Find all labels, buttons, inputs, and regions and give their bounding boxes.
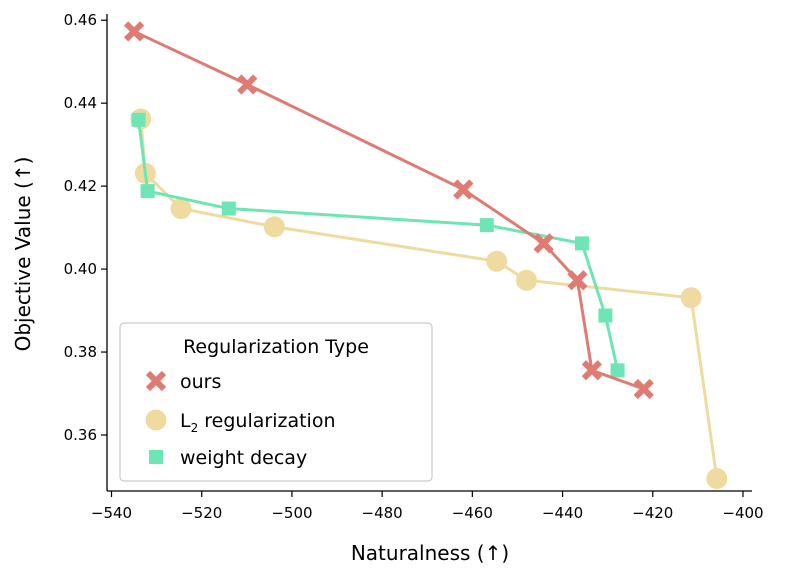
y-tick-label: 0.38 (64, 343, 97, 361)
legend-marker-weight-decay (149, 450, 163, 464)
y-axis-title: Objective Value (↑) (11, 157, 35, 352)
y-tick-label: 0.46 (64, 11, 97, 29)
x-axis-title: Naturalness (↑) (351, 541, 509, 565)
data-point-weight-decay (140, 184, 155, 199)
data-point-ours (581, 360, 602, 381)
data-point-ours (567, 270, 588, 291)
data-point-l2-regularization (486, 250, 508, 272)
legend-symbol (149, 450, 163, 464)
data-point-ours (237, 74, 258, 95)
data-point-ours (123, 21, 145, 42)
data-point-ours (533, 233, 554, 254)
data-point-weight-decay (131, 112, 146, 127)
x-tick-label: −520 (181, 504, 222, 522)
y-tick-label: 0.40 (64, 260, 97, 278)
x-tick-label: −440 (542, 504, 583, 522)
data-point-weight-decay (574, 236, 589, 251)
series-weight-decay (131, 112, 625, 378)
data-point-weight-decay (479, 218, 494, 233)
series-layer (123, 21, 728, 490)
legend: Regularization Type ours L2 regularizati… (119, 322, 433, 482)
series-l2-regularization (130, 108, 728, 490)
data-point-weight-decay (221, 201, 236, 216)
data-point-l2-regularization (515, 269, 537, 291)
x-tick-label: −540 (91, 504, 132, 522)
x-tick-label: −480 (362, 504, 403, 522)
legend-symbol (145, 409, 167, 431)
axes: −540 −520 −500 −480 −460 −440 −420 −400 0.360.3… (64, 11, 764, 522)
x-tick-label: −400 (722, 504, 763, 522)
data-point-ours (453, 179, 474, 200)
y-ticks: 0.36 0.38 0.40 0.42 0.44 0.46 (64, 11, 107, 444)
x-tick-label: −420 (632, 504, 673, 522)
data-point-l2-regularization (680, 287, 702, 309)
data-point-l2-regularization (263, 216, 285, 238)
legend-item-weight-decay: weight decay (149, 447, 307, 469)
x-tick-label: −460 (452, 504, 493, 522)
data-point-weight-decay (598, 308, 613, 323)
legend-label-ours: ours (180, 371, 221, 393)
legend-item-l2-regularization: L2 regularization (145, 409, 335, 435)
legend-symbol (145, 370, 167, 392)
legend-item-ours: ours (145, 370, 221, 393)
data-point-l2-regularization (170, 198, 192, 220)
data-point-ours (633, 378, 654, 400)
legend-marker-ours (145, 370, 167, 392)
legend-marker-l2-regularization (145, 409, 167, 431)
data-point-weight-decay (610, 363, 625, 378)
x-ticks: −540 −520 −500 −480 −460 −440 −420 −400 (91, 491, 764, 522)
legend-frame (119, 322, 433, 482)
y-tick-label: 0.36 (64, 426, 97, 444)
legend-label-weight-decay: weight decay (180, 447, 307, 469)
data-point-l2-regularization (706, 468, 728, 490)
series-ours (123, 21, 654, 400)
x-tick-label: −500 (271, 504, 312, 522)
legend-title: Regularization Type (183, 336, 369, 358)
legend-label-l2-regularization: L2 regularization (180, 410, 335, 435)
y-tick-label: 0.42 (64, 177, 97, 195)
y-tick-label: 0.44 (64, 94, 97, 112)
